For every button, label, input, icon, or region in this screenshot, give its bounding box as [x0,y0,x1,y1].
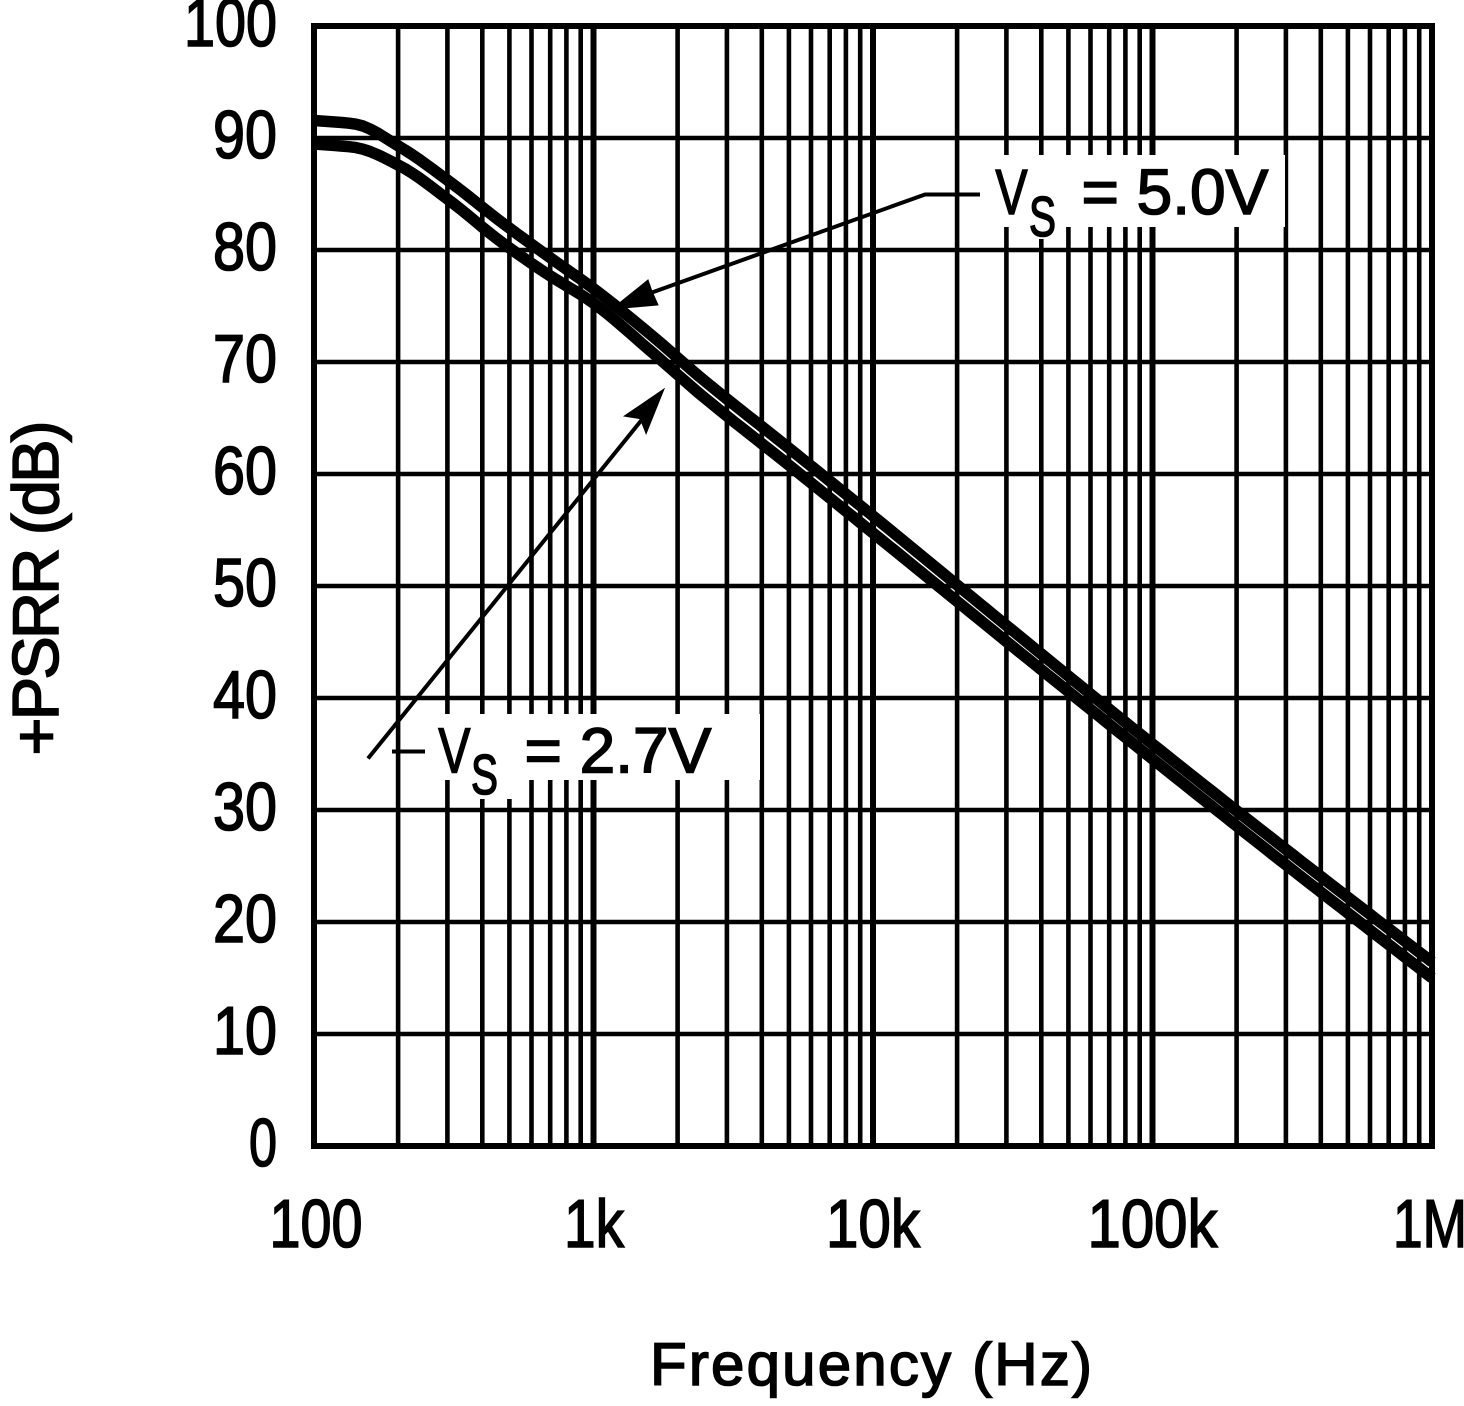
svg-text:20: 20 [213,881,277,957]
svg-text:Frequency (Hz): Frequency (Hz) [650,1331,1092,1398]
svg-text:1k: 1k [564,1186,625,1262]
svg-text:100: 100 [270,1186,363,1262]
svg-text:10: 10 [213,993,277,1069]
svg-text:= 5.0V: = 5.0V [1082,156,1269,228]
svg-text:+PSRR (dB): +PSRR (dB) [0,421,72,756]
svg-text:50: 50 [213,545,277,621]
svg-text:V: V [996,156,1028,228]
svg-text:1M: 1M [1393,1186,1464,1262]
svg-text:S: S [471,743,498,807]
svg-text:100k: 100k [1088,1186,1219,1262]
svg-text:10k: 10k [826,1186,921,1262]
svg-text:100: 100 [184,0,277,61]
svg-text:60: 60 [213,433,277,509]
svg-text:80: 80 [213,209,277,285]
svg-text:90: 90 [213,97,277,173]
svg-text:0: 0 [249,1105,277,1181]
svg-text:30: 30 [213,769,277,845]
svg-text:S: S [1029,185,1056,249]
svg-text:40: 40 [213,657,277,733]
svg-text:70: 70 [213,321,277,397]
svg-text:V: V [438,715,470,787]
svg-text:= 2.7V: = 2.7V [525,715,712,787]
